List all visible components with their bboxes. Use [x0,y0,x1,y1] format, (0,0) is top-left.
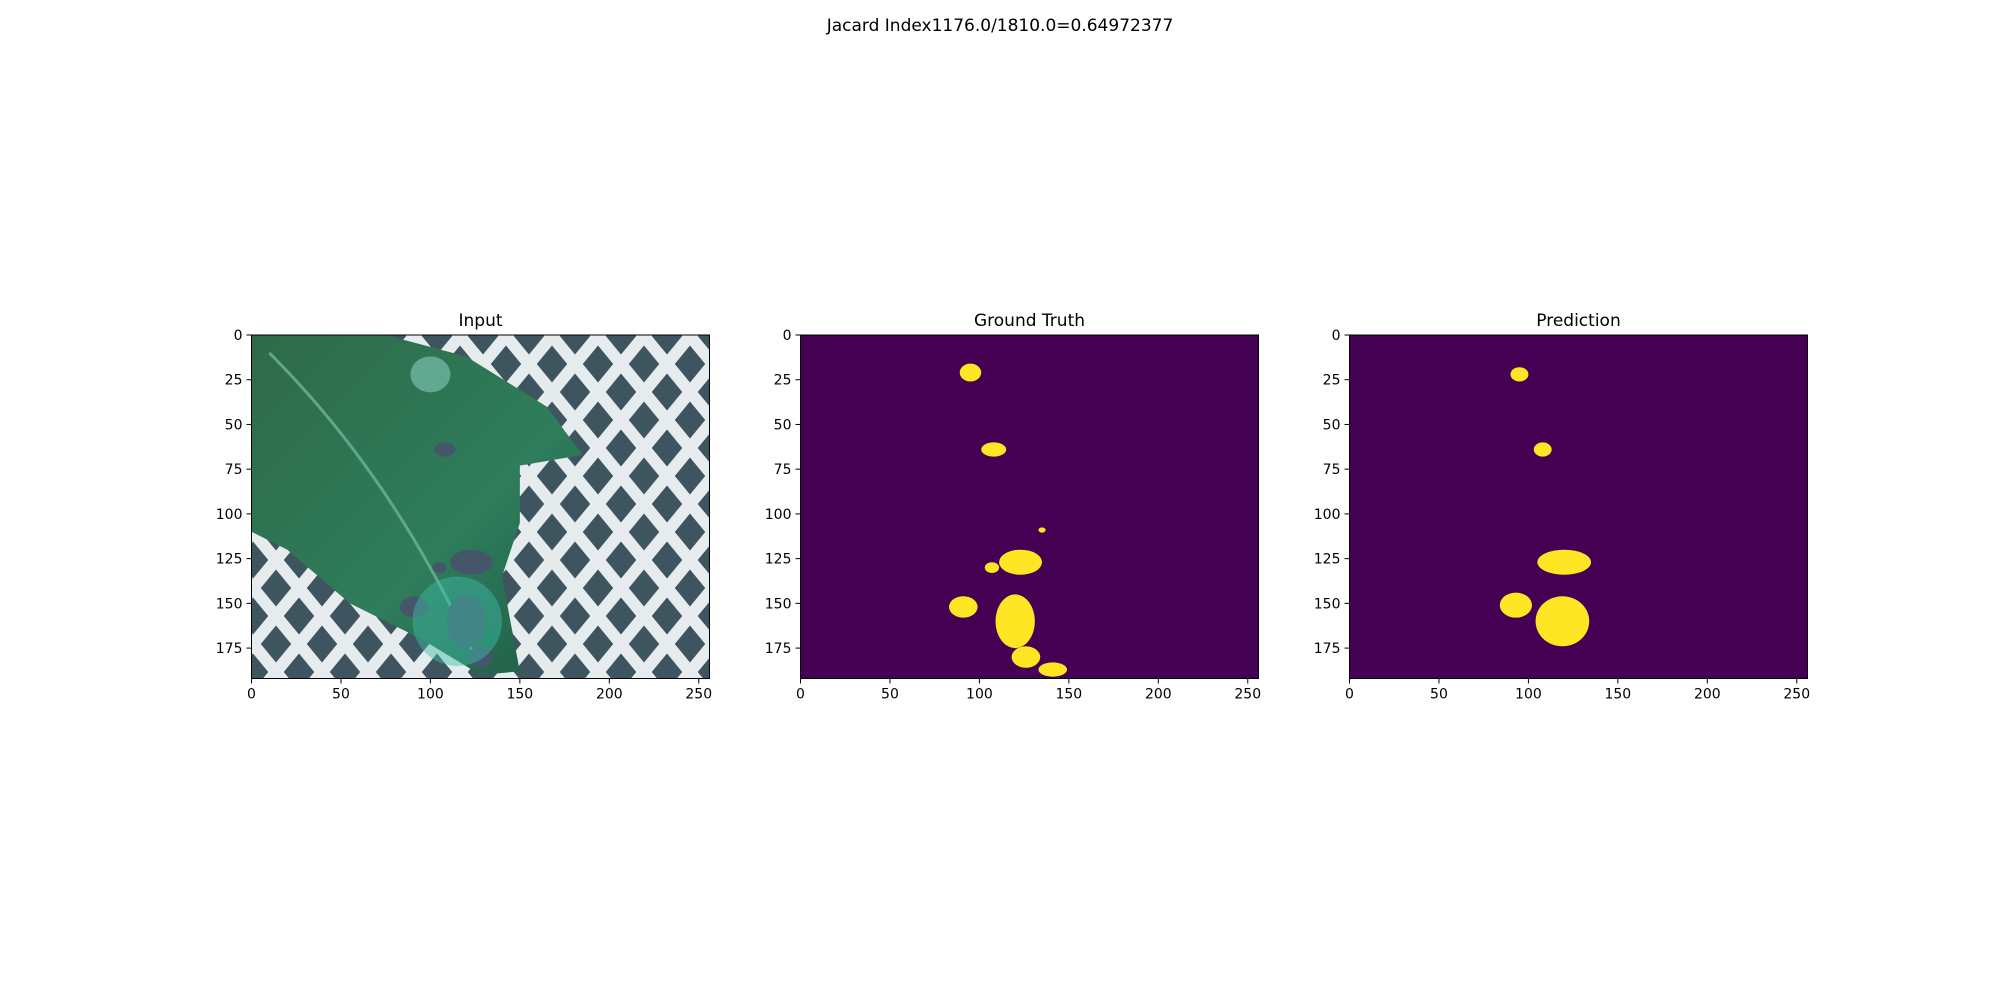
mask-region [1510,367,1529,382]
axes-frame [800,334,1259,679]
x-tick-label: 200 [596,687,623,703]
y-tick-label: 125 [216,552,243,568]
y-tick-label: 175 [1314,641,1341,657]
x-tick-label: 0 [1345,687,1354,703]
y-tick-label: 100 [1314,507,1341,523]
mask-region [981,442,1007,457]
mask-region [1038,527,1046,533]
y-tick-label: 0 [234,328,243,344]
leaf-spot [410,356,451,393]
figure-suptitle: Jacard Index1176.0/1810.0=0.64972377 [826,16,1174,36]
mask-region [995,594,1035,649]
x-tick-label: 150 [1604,687,1631,703]
y-tick-label: 25 [774,373,792,389]
x-tick-label: 250 [685,687,712,703]
x-tick-label: 50 [1430,687,1448,703]
axes-frame [1349,334,1808,679]
y-tick-label: 175 [765,641,792,657]
y-tick-label: 150 [216,596,243,612]
y-tick-label: 150 [765,596,792,612]
y-tick-label: 75 [774,462,792,478]
input-image [251,335,710,679]
subplot-title: Prediction [1536,311,1620,331]
x-tick-label: 100 [966,687,993,703]
x-tick-label: 0 [796,687,805,703]
mask-region [999,549,1043,575]
y-tick-label: 25 [225,373,243,389]
mask-region [1038,662,1068,677]
x-tick-label: 200 [1694,687,1721,703]
y-tick-label: 125 [765,552,792,568]
x-tick-label: 50 [881,687,899,703]
leaf-shape [251,335,583,675]
subplot-ground-truth: Ground Truth 0 50 100 150 200 250 0 25 50 75 100 125… [765,311,1261,703]
x-tick-label: 250 [1783,687,1810,703]
y-tick-label: 50 [774,417,792,433]
lesion-halo [412,576,502,666]
lesion-spot [399,596,429,618]
x-tick-label: 100 [1515,687,1542,703]
x-tick-label: 0 [247,687,256,703]
axes-frame [251,334,710,679]
y-tick-label: 175 [216,641,243,657]
y-tick-label: 0 [783,328,792,344]
x-tick-label: 250 [1234,687,1261,703]
x-tick-label: 150 [506,687,533,703]
y-tick-label: 100 [765,507,792,523]
mask-region [1537,549,1592,575]
subplot-title: Ground Truth [974,311,1085,331]
x-tick-label: 200 [1145,687,1172,703]
x-tick-label: 50 [332,687,350,703]
y-tick-label: 50 [1323,417,1341,433]
y-tick-label: 75 [1323,462,1341,478]
x-tick-label: 100 [417,687,444,703]
mask-region [948,596,978,618]
y-tick-label: 25 [1323,373,1341,389]
mask-region [1533,442,1552,457]
mask-region [984,562,1000,573]
lesion-spot [446,594,486,649]
y-tick-label: 100 [216,507,243,523]
y-tick-label: 50 [225,417,243,433]
mask-region [1499,592,1532,618]
y-tick-label: 75 [225,462,243,478]
subplot-prediction: Prediction 0 50 100 150 200 250 0 25 50 75 100 125 15… [1314,311,1810,703]
mask-region [1535,596,1590,647]
subplot-input: Input 0 50 100 150 200 250 0 25 50 75 100 125 150 175 [216,311,712,703]
lesion-spot [432,562,447,573]
lesion-spot [433,442,456,457]
mask-region [1011,646,1041,668]
mask-region [959,363,982,382]
lesion-spot [450,549,494,575]
lesion-spot [467,646,494,668]
y-tick-label: 0 [1332,328,1341,344]
subplot-title: Input [458,311,502,331]
y-tick-label: 150 [1314,596,1341,612]
x-tick-label: 150 [1055,687,1082,703]
y-tick-label: 125 [1314,552,1341,568]
